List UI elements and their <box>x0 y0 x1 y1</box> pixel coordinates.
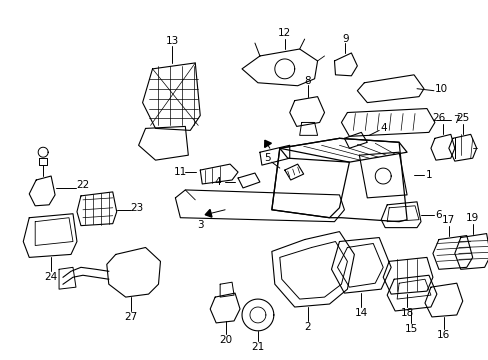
Text: 8: 8 <box>304 76 310 86</box>
Polygon shape <box>264 140 271 148</box>
Text: 4: 4 <box>380 123 386 134</box>
Text: 15: 15 <box>404 324 417 334</box>
Text: 27: 27 <box>124 312 137 322</box>
Text: 4: 4 <box>214 177 221 187</box>
Text: 16: 16 <box>436 330 449 340</box>
Text: 24: 24 <box>44 272 58 282</box>
Text: 7: 7 <box>452 116 459 126</box>
Text: 2: 2 <box>304 322 310 332</box>
Text: 6: 6 <box>435 210 441 220</box>
Text: 22: 22 <box>76 180 89 190</box>
Text: 9: 9 <box>342 34 348 44</box>
Text: 12: 12 <box>278 28 291 38</box>
Text: 1: 1 <box>425 170 431 180</box>
Text: 19: 19 <box>465 213 478 223</box>
Text: 25: 25 <box>455 113 468 123</box>
Text: 17: 17 <box>441 215 454 225</box>
Text: 11: 11 <box>173 167 186 177</box>
Polygon shape <box>205 210 211 217</box>
Text: 3: 3 <box>197 220 203 230</box>
Text: 23: 23 <box>130 203 143 213</box>
Text: 14: 14 <box>354 308 367 318</box>
Text: 20: 20 <box>219 335 232 345</box>
Text: 21: 21 <box>251 342 264 352</box>
Text: 18: 18 <box>400 308 413 318</box>
Text: 13: 13 <box>165 36 179 46</box>
Text: 26: 26 <box>431 113 445 123</box>
Text: 10: 10 <box>433 84 447 94</box>
Text: 5: 5 <box>264 153 271 163</box>
